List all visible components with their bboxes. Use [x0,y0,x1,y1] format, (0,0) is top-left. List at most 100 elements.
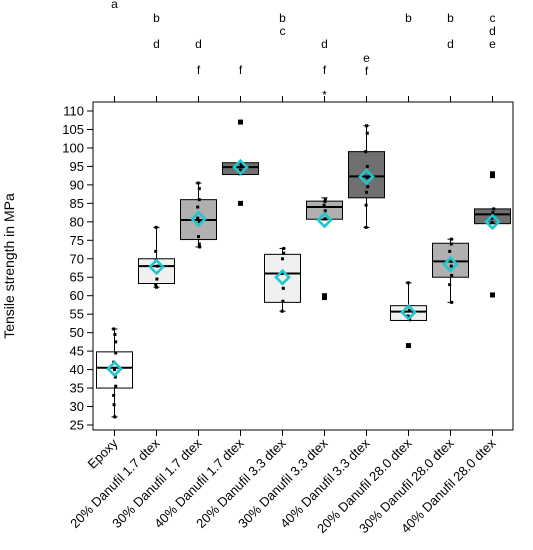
data-point [282,246,286,250]
data-point [155,277,159,281]
data-point [281,299,285,303]
mean-marker [358,168,375,186]
y-tick-label: 40 [70,362,84,377]
data-point [281,286,285,290]
data-point [280,272,284,276]
data-point [197,220,201,224]
data-point [449,264,453,268]
data-point [364,225,368,229]
mean-marker [484,213,501,231]
y-tick-label: 105 [62,122,84,137]
data-point [450,300,454,304]
y-tick-label: 100 [62,140,84,155]
y-tick-label: 85 [70,196,84,211]
data-point [449,259,453,263]
box [348,151,385,199]
data-point [112,403,116,407]
y-tick-label: 70 [70,251,84,266]
plot-area-frame [92,101,514,431]
data-point [196,181,200,185]
significance-letter: b [279,11,286,25]
data-point [282,251,286,255]
data-point [491,211,495,215]
y-tick-label: 25 [70,418,84,433]
data-point [112,393,116,397]
data-point [281,257,284,261]
box-group [264,246,301,313]
data-point [154,225,158,229]
y-axis-label: Tensile strength in MPa [1,193,17,339]
significance-letter: c [490,11,496,25]
y-tick-label: 90 [70,177,84,192]
box-group [348,124,385,229]
y-tick-label: 35 [70,381,84,396]
significance-letter: d [153,37,160,51]
y-tick-label: 75 [70,233,84,248]
data-point [113,415,117,419]
significance-letter: e [363,51,370,65]
y-axis: 25 30 35 40 45 50 55 60 65 70 75 80 85 90 95 100 105 110 [62,104,93,433]
data-point [114,340,118,344]
data-point [197,198,201,202]
data-point [365,164,369,168]
significance-letter: e [489,37,496,51]
outlier-point [406,343,411,349]
y-tick-label: 110 [63,104,84,119]
significance-letter: b [153,11,160,25]
outlier-point [490,292,495,298]
box-group [138,225,175,289]
data-point [154,283,158,287]
box-series [96,119,511,419]
data-point [364,150,368,154]
data-point [155,264,159,268]
data-point [113,332,117,336]
y-tick-label: 30 [70,399,84,414]
data-point [449,242,453,246]
y-tick-label: 50 [70,325,84,340]
data-point [323,209,327,213]
data-point [449,237,453,241]
data-point [239,164,243,168]
y-tick-label: 80 [70,214,84,229]
y-tick-label: 60 [70,288,84,303]
data-point [197,242,201,246]
mean-marker [106,360,123,378]
data-point [114,351,118,355]
data-point [364,203,368,207]
mean-marker [274,268,291,286]
significance-letter: d [489,24,496,38]
mean-marker [190,210,207,228]
y-tick-label: 95 [70,159,84,174]
box-group [306,197,343,301]
mean-marker [400,303,417,321]
significance-letter: f [323,63,327,77]
mean-marker [148,258,165,276]
data-point [490,221,494,225]
x-tick-label: Epoxy [84,435,121,472]
data-point [448,283,452,287]
data-point [239,168,242,172]
significance-letter: b [405,11,412,25]
data-point [366,185,370,189]
data-point [448,249,452,253]
box-group [96,327,133,419]
box-group [222,119,259,206]
data-point [490,216,494,220]
significance-letter: d [195,37,202,51]
significance-letter: f [239,63,243,77]
data-point [196,216,200,220]
significance-letter: f [365,64,369,78]
box-group [390,281,427,349]
data-point [113,368,116,372]
data-point [365,124,368,128]
data-point [114,384,118,388]
y-tick-label: 45 [70,344,84,359]
significance-letter: f [197,63,201,77]
y-tick-label: 55 [70,307,84,322]
top-axis-ticks [114,96,493,102]
data-point [197,187,201,191]
data-point [365,190,368,194]
data-point [154,249,158,253]
